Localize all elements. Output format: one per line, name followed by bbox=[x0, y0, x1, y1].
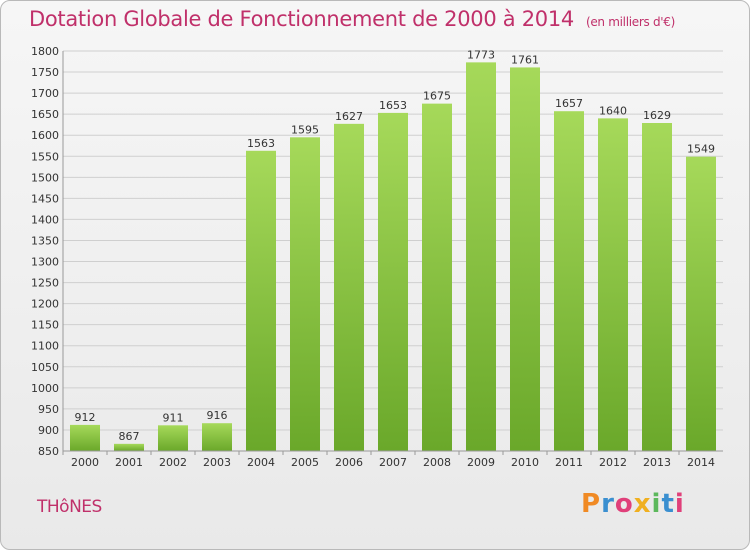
y-tick-label: 1350 bbox=[31, 234, 59, 247]
x-tick-label: 2007 bbox=[379, 456, 407, 469]
x-tick-label: 2013 bbox=[643, 456, 671, 469]
y-axis: 850 900 950 1000 1050 1100 1150 1200 1250 1300 135… bbox=[31, 45, 64, 458]
x-tick-label: 2010 bbox=[511, 456, 539, 469]
y-tick-label: 1250 bbox=[31, 277, 59, 290]
bar-2007 bbox=[378, 112, 408, 451]
data-label: 1627 bbox=[335, 110, 363, 123]
bar-2009 bbox=[466, 62, 496, 452]
bar-2005 bbox=[290, 137, 320, 451]
x-tick-label: 2003 bbox=[203, 456, 231, 469]
bar-2012 bbox=[598, 118, 628, 452]
logo-letter: r bbox=[601, 489, 615, 519]
y-tick-label: 1200 bbox=[31, 298, 59, 311]
y-tick-label: 1600 bbox=[31, 129, 59, 142]
chart-title: Dotation Globale de Fonctionnement de 20… bbox=[29, 7, 675, 31]
y-tick-label: 1550 bbox=[31, 150, 59, 163]
data-label: 911 bbox=[163, 411, 184, 424]
logo-letter: x bbox=[633, 489, 652, 519]
proxiti-logo: Proxiti bbox=[581, 489, 685, 519]
bars: 912 867 911 916 1563 1595 1627 1653 1675 1773 1761… bbox=[70, 48, 716, 452]
data-label: 1675 bbox=[423, 90, 451, 103]
y-tick-label: 1700 bbox=[31, 87, 59, 100]
y-tick-label: 1300 bbox=[31, 256, 59, 269]
data-label: 1595 bbox=[291, 123, 319, 136]
x-tick-label: 2014 bbox=[687, 456, 715, 469]
logo-letter: o bbox=[614, 489, 634, 519]
x-tick-label: 2005 bbox=[291, 456, 319, 469]
bar-2014 bbox=[686, 156, 716, 451]
bar-2000 bbox=[70, 424, 100, 451]
x-tick-label: 2001 bbox=[115, 456, 143, 469]
bar-2013 bbox=[642, 123, 672, 451]
commune-name: THôNES bbox=[37, 497, 102, 517]
y-tick-label: 1750 bbox=[31, 66, 59, 79]
y-tick-label: 900 bbox=[38, 424, 59, 437]
bar-2003 bbox=[202, 423, 232, 451]
y-tick-label: 1150 bbox=[31, 319, 59, 332]
logo-letter: P bbox=[581, 489, 602, 519]
y-tick-label: 1450 bbox=[31, 192, 59, 205]
y-tick-label: 1400 bbox=[31, 213, 59, 226]
bar-2004 bbox=[246, 150, 276, 451]
x-axis: 2000 2001 2002 2003 2004 2005 2006 2007 2008 2009… bbox=[62, 450, 723, 469]
bar-2008 bbox=[422, 103, 452, 451]
x-tick-label: 2004 bbox=[247, 456, 275, 469]
y-tick-label: 1800 bbox=[31, 45, 59, 58]
chart-title-text: Dotation Globale de Fonctionnement de 20… bbox=[29, 7, 574, 31]
data-label: 1563 bbox=[247, 137, 275, 150]
y-tick-label: 1000 bbox=[31, 382, 59, 395]
y-tick-label: 1500 bbox=[31, 171, 59, 184]
data-label: 1761 bbox=[511, 53, 539, 66]
unit-note: (en milliers d'€) bbox=[585, 15, 675, 29]
bar-2010 bbox=[510, 67, 540, 451]
bar-2006 bbox=[334, 123, 364, 451]
logo-letter: i bbox=[651, 489, 662, 519]
data-label: 867 bbox=[119, 430, 140, 443]
x-tick-label: 2006 bbox=[335, 456, 363, 469]
data-label: 916 bbox=[207, 409, 228, 422]
y-tick-label: 850 bbox=[38, 445, 59, 458]
x-tick-label: 2011 bbox=[555, 456, 583, 469]
y-tick-label: 1100 bbox=[31, 340, 59, 353]
data-label: 1657 bbox=[555, 97, 583, 110]
bar-2001 bbox=[114, 443, 144, 451]
data-label: 1549 bbox=[687, 143, 715, 156]
y-tick-label: 1650 bbox=[31, 108, 59, 121]
logo-letter: t bbox=[661, 489, 675, 519]
logo-letter: i bbox=[674, 489, 685, 519]
bar-2002 bbox=[158, 425, 188, 451]
data-label: 1629 bbox=[643, 109, 671, 122]
x-tick-label: 2002 bbox=[159, 456, 187, 469]
x-tick-label: 2012 bbox=[599, 456, 627, 469]
y-tick-label: 950 bbox=[38, 403, 59, 416]
data-label: 1773 bbox=[467, 48, 495, 61]
y-tick-label: 1050 bbox=[31, 361, 59, 374]
data-label: 1653 bbox=[379, 99, 407, 112]
data-label: 912 bbox=[75, 411, 96, 424]
bar-2011 bbox=[554, 111, 584, 452]
x-tick-label: 2000 bbox=[71, 456, 99, 469]
data-label: 1640 bbox=[599, 104, 627, 117]
x-tick-label: 2009 bbox=[467, 456, 495, 469]
x-tick-label: 2008 bbox=[423, 456, 451, 469]
